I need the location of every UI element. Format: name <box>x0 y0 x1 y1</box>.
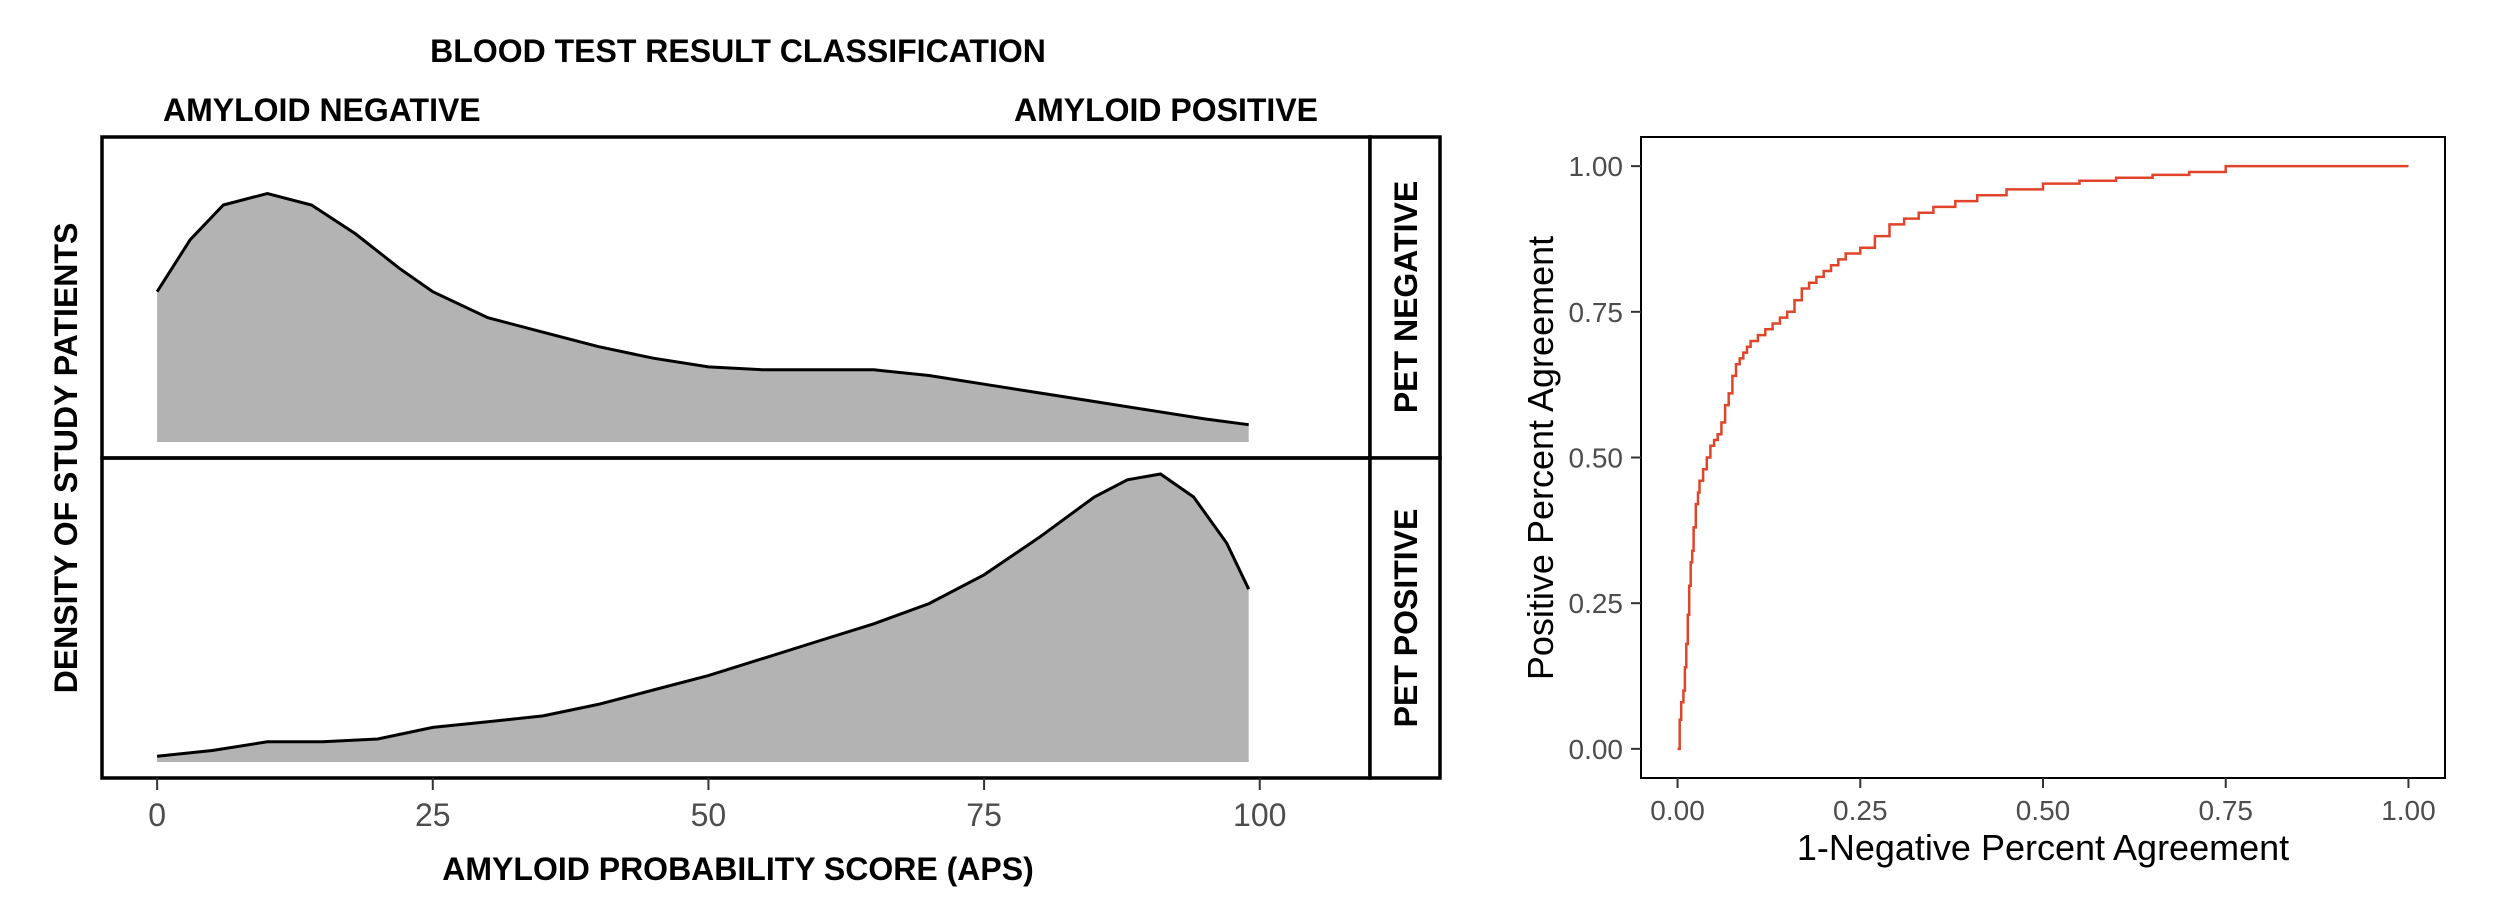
roc-plot-border <box>1640 136 2446 779</box>
roc-x-axis-label: 1-Negative Percent Agreement <box>1797 827 2289 868</box>
roc-plot-area <box>1677 164 2409 751</box>
roc-y-tick-label: 1.00 <box>1569 151 1624 182</box>
roc-y-tick-label: 0.75 <box>1569 297 1624 328</box>
facet-label-pet-positive: PET POSITIVE <box>1388 509 1424 728</box>
roc-y-axis-label: Positive Percent Agreement <box>1520 236 1561 680</box>
density-plot-area <box>155 191 1251 762</box>
density-x-tick-label: 100 <box>1233 797 1286 833</box>
density-line-pet-negative <box>155 191 1249 427</box>
facet-strip-top <box>1368 135 1442 460</box>
roc-y-tick-label: 0.00 <box>1569 734 1624 765</box>
roc-x-tick-label: 0.25 <box>1833 795 1888 826</box>
density-x-tick-label: 50 <box>691 797 727 833</box>
density-x-tick-label: 0 <box>148 797 166 833</box>
roc-x-tick-label: 0.00 <box>1650 795 1705 826</box>
density-y-axis-label: DENSITY OF STUDY PATIENTS <box>48 223 84 694</box>
roc-x-tick-label: 0.75 <box>2198 795 2253 826</box>
facet-strip-bottom <box>1368 456 1442 780</box>
roc-x-tick-label: 1.00 <box>2381 795 2436 826</box>
density-area-pet-negative <box>157 193 1249 442</box>
facet-label-pet-negative: PET NEGATIVE <box>1388 181 1424 413</box>
density-title: BLOOD TEST RESULT CLASSIFICATION <box>430 33 1046 69</box>
roc-axes: 0.00 0.25 0.50 0.75 1.00 0.00 0.25 0.50 0.75 1.00 <box>1569 151 2436 826</box>
class-label-positive: AMYLOID POSITIVE <box>1014 92 1318 128</box>
density-x-tick-label: 25 <box>415 797 451 833</box>
roc-curve <box>1677 164 2409 751</box>
class-label-negative: AMYLOID NEGATIVE <box>163 92 481 128</box>
density-area-pet-positive <box>157 474 1249 762</box>
density-line-pet-positive <box>156 472 1251 758</box>
roc-y-tick-label: 0.50 <box>1569 443 1624 474</box>
density-panel: BLOOD TEST RESULT CLASSIFICATION AMYLOID… <box>48 33 1442 887</box>
density-x-axis: 0 25 50 75 100 <box>148 778 1286 833</box>
roc-x-tick-label: 0.50 <box>2016 795 2071 826</box>
roc-y-tick-label: 0.25 <box>1569 588 1624 619</box>
roc-panel: 0.00 0.25 0.50 0.75 1.00 0.00 0.25 0.50 0.75 1.00… <box>1520 136 2446 868</box>
density-x-tick-label: 75 <box>966 797 1002 833</box>
density-x-axis-label: AMYLOID PROBABILITY SCORE (APS) <box>442 851 1033 887</box>
